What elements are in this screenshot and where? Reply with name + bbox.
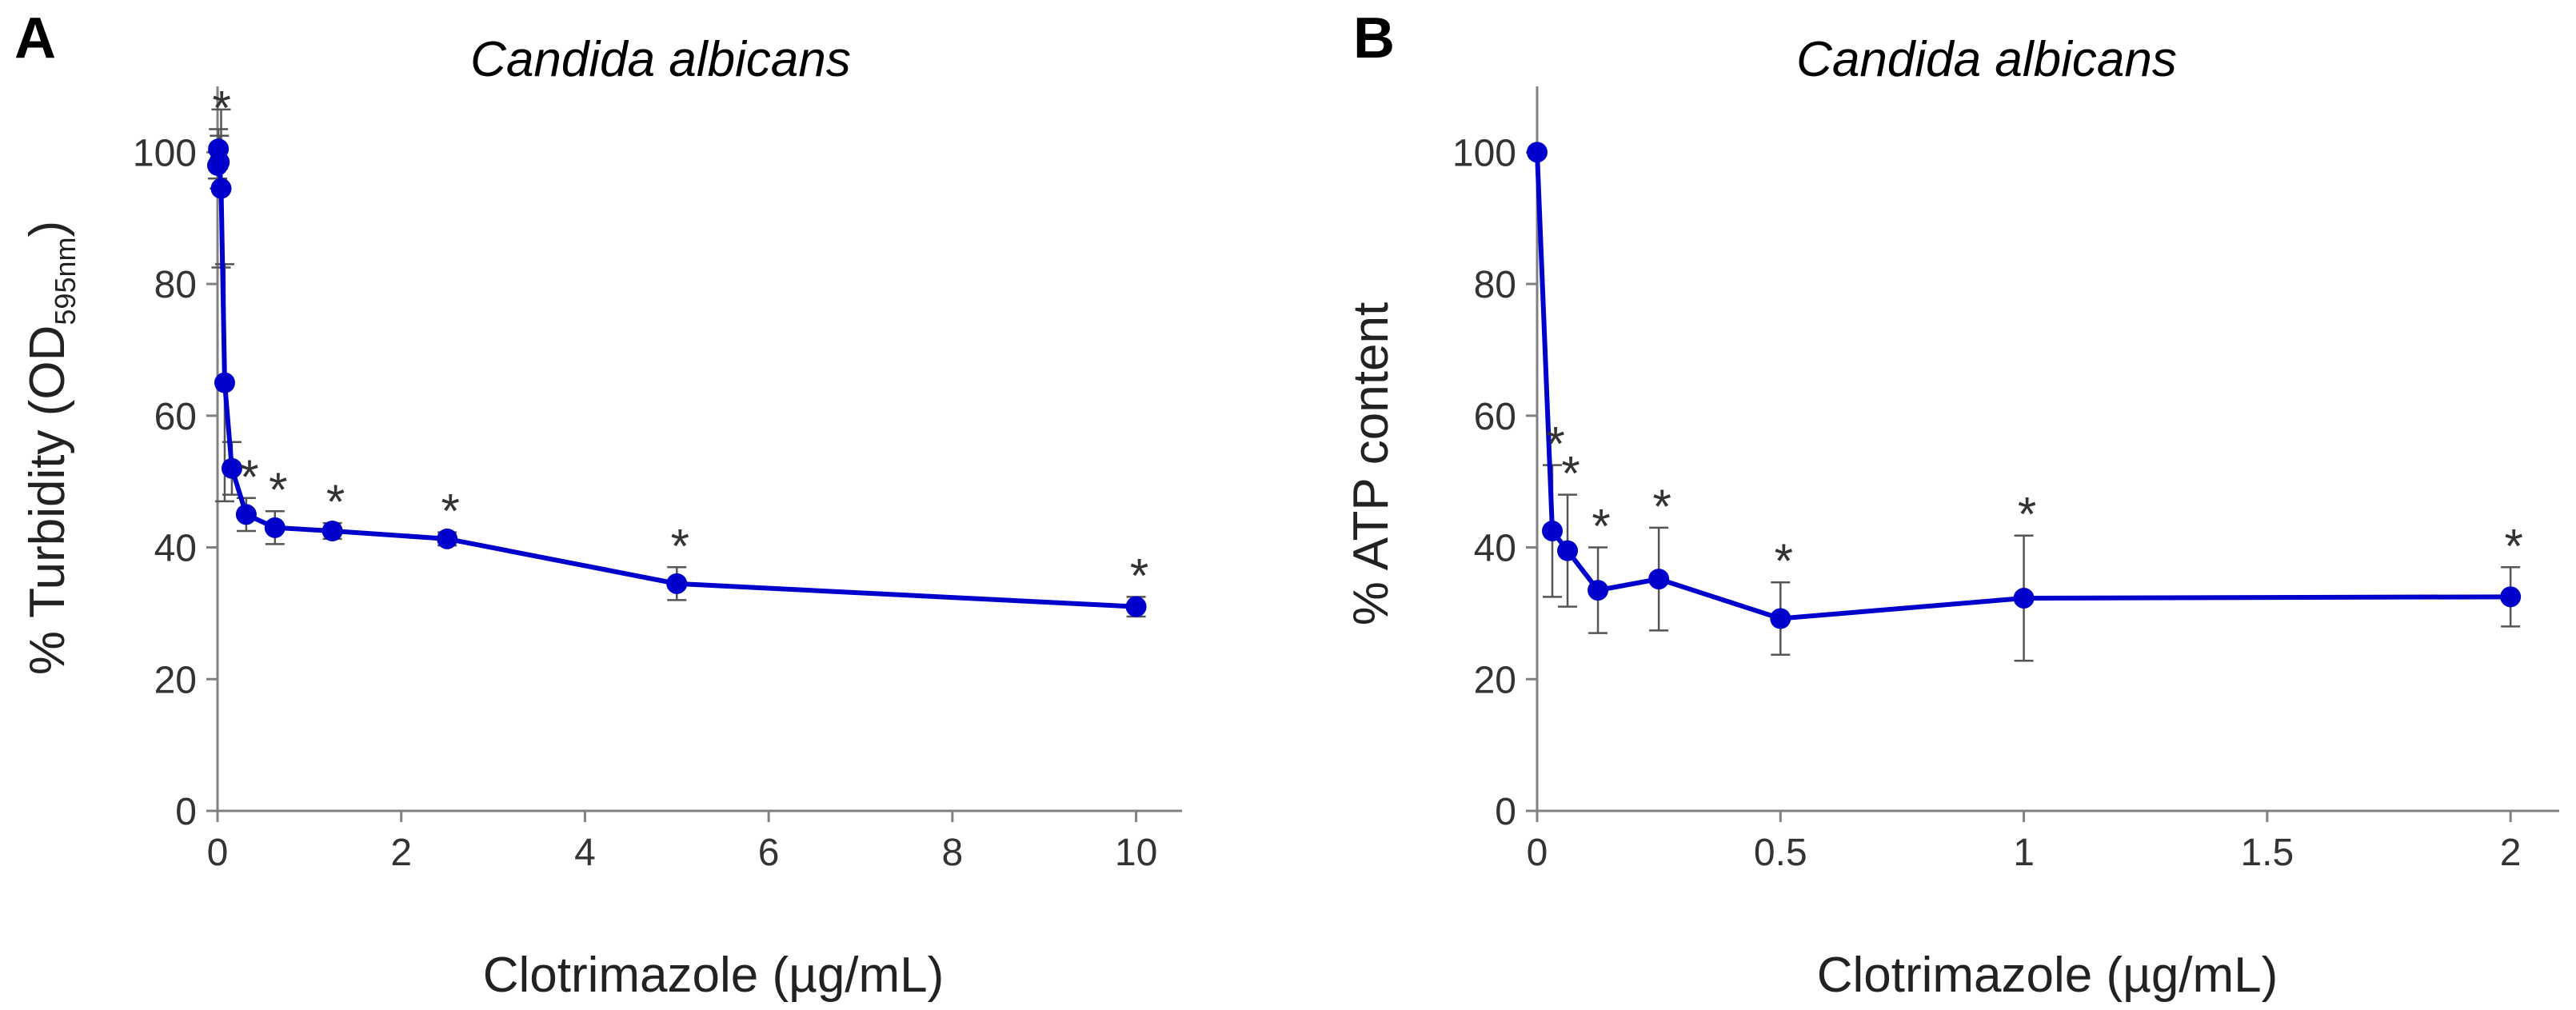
panel-b-y-ticks: 0 20 40 60 80 100 (1452, 132, 1537, 833)
y-tick-label: 100 (133, 132, 197, 174)
significance-star: * (326, 475, 345, 529)
significance-star: * (269, 463, 287, 517)
data-point (2500, 586, 2522, 608)
panel-a-x-ticks: 0 2 4 6 8 10 (207, 811, 1157, 874)
x-tick-label: 0.5 (1754, 832, 1807, 874)
panel-b-significance-marks: *** **** (1546, 417, 2522, 589)
panel-a-letter: A (14, 6, 56, 70)
panel-a-points (207, 138, 1147, 617)
panel-b-letter: B (1353, 6, 1395, 70)
y-tick-label: 60 (154, 396, 197, 438)
x-tick-label: 0 (207, 832, 229, 874)
panel-b-points (1527, 142, 2522, 629)
panel-b-y-label: % ATP content (1344, 302, 1399, 625)
significance-star: * (671, 519, 689, 573)
y-tick-label: 60 (1474, 396, 1516, 438)
x-tick-label: 8 (942, 832, 964, 874)
panel-b: B Candida albicans 0 0.5 1 1.5 2 0 20 40 60 80 10… (1344, 6, 2559, 1003)
data-point (1557, 540, 1579, 561)
x-tick-label: 6 (758, 832, 780, 874)
panel-b-axes (1536, 86, 2559, 812)
data-point (666, 573, 688, 594)
data-point (437, 528, 458, 549)
significance-star: * (240, 450, 258, 504)
panel-a-y-ticks: 0 20 40 60 80 100 (133, 132, 218, 833)
x-tick-label: 2 (2500, 832, 2522, 874)
significance-star: * (2018, 488, 2036, 541)
data-point (214, 372, 235, 393)
panel-b-x-label: Clotrimazole (µg/mL) (1817, 948, 2278, 1003)
panel-a-x-label: Clotrimazole (µg/mL) (483, 948, 945, 1003)
y-tick-label: 80 (1474, 264, 1516, 306)
y-tick-label: 0 (175, 791, 197, 833)
panel-a-significance-marks: ** * * *** (212, 82, 1148, 603)
y-tick-label: 40 (1474, 528, 1516, 570)
data-point (1542, 520, 1564, 541)
panel-a-axes (216, 86, 1182, 812)
data-point (322, 520, 343, 541)
significance-star: * (1775, 534, 1793, 588)
panel-a-y-label-main: % Turbidity (OD (20, 325, 75, 676)
x-tick-label: 0 (1527, 832, 1548, 874)
y-tick-label: 20 (1474, 659, 1516, 701)
significance-star: * (1130, 549, 1148, 602)
y-tick-label: 40 (154, 528, 197, 570)
data-point (209, 151, 230, 173)
y-tick-label: 80 (154, 264, 197, 306)
panel-a-y-label-subscript: 595nm (49, 238, 82, 325)
panel-a-y-label-close: ) (20, 221, 75, 238)
data-point (264, 517, 286, 538)
data-point (210, 178, 232, 199)
panel-a-title: Candida albicans (470, 32, 851, 87)
data-point (221, 457, 242, 479)
y-tick-label: 20 (154, 659, 197, 701)
x-tick-label: 2 (390, 832, 412, 874)
y-tick-label: 100 (1452, 132, 1516, 174)
panel-b-x-ticks: 0 0.5 1 1.5 2 (1527, 811, 2522, 874)
significance-star: * (212, 82, 230, 135)
data-point (235, 504, 257, 525)
y-tick-label: 0 (1495, 791, 1516, 833)
x-tick-label: 10 (1115, 832, 1157, 874)
data-point (1648, 569, 1670, 590)
panel-a-y-label: % Turbidity (OD595nm) (20, 221, 82, 675)
data-point (1125, 596, 1147, 617)
data-point (1588, 580, 1609, 601)
panel-b-title: Candida albicans (1796, 32, 2177, 87)
x-tick-label: 4 (574, 832, 596, 874)
data-point (1527, 142, 1548, 163)
data-point (2013, 587, 2035, 609)
panel-a: A Candida albicans 0 2 4 6 8 10 020406080100 … (14, 6, 1182, 1003)
significance-star: * (1561, 447, 1580, 501)
x-tick-label: 1 (2013, 832, 2035, 874)
significance-star: * (1652, 480, 1671, 533)
significance-star: * (1546, 417, 1564, 471)
significance-star: * (441, 485, 459, 538)
x-tick-label: 1.5 (2240, 832, 2294, 874)
significance-star: * (1592, 500, 1610, 553)
significance-star: * (2504, 519, 2522, 573)
data-point (1770, 608, 1791, 629)
